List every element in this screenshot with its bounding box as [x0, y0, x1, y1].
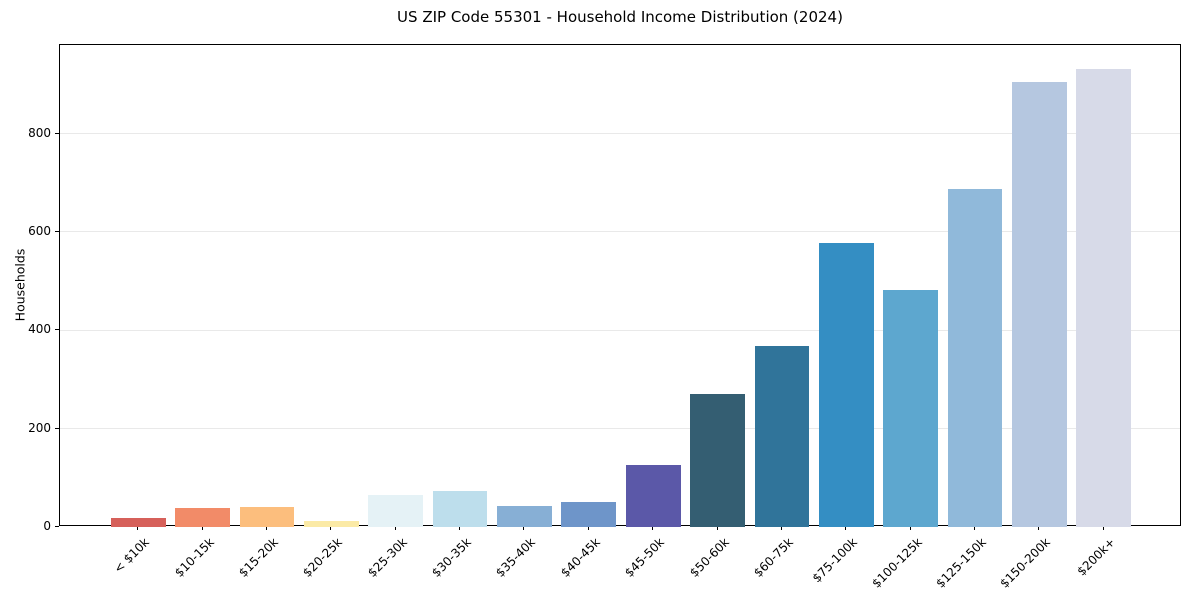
x-tick-label: $35-40k	[493, 535, 539, 580]
bar-$30-35k	[432, 490, 488, 527]
gridline	[60, 428, 1180, 430]
x-tick-mark	[587, 526, 589, 530]
y-tick-mark	[55, 329, 59, 331]
x-tick-label: $75-100k	[809, 535, 861, 586]
y-tick-label: 600	[28, 223, 51, 238]
bar-$60-75k	[754, 346, 810, 527]
x-tick-mark	[394, 526, 396, 530]
bar-$45-50k	[625, 464, 681, 527]
x-tick-mark	[973, 526, 975, 530]
x-tick-mark	[266, 526, 268, 530]
x-tick-label: $60-75k	[750, 535, 796, 580]
x-tick-label: $20-25k	[300, 535, 346, 580]
bar-$20-25k	[304, 520, 359, 527]
x-tick-label: $40-45k	[557, 535, 603, 580]
bar-$125-150k	[947, 189, 1003, 527]
x-tick-mark	[523, 526, 525, 530]
x-tick-mark	[1038, 526, 1040, 530]
x-tick-label: $15-20k	[236, 535, 281, 580]
bar-$15-20k	[239, 506, 295, 527]
y-tick-label: 0	[43, 519, 51, 533]
bar-$100-125k	[883, 289, 938, 527]
bar-$150-200k	[1011, 81, 1067, 527]
bar-$40-45k	[561, 501, 617, 527]
x-tick-mark	[137, 526, 139, 530]
x-tick-mark	[716, 526, 718, 530]
x-tick-mark	[845, 526, 847, 530]
x-tick-label: < $10k	[111, 535, 153, 576]
chart-title: US ZIP Code 55301 - Household Income Dis…	[397, 8, 843, 26]
y-axis-title: Households	[12, 248, 28, 322]
bar-$35-40k	[497, 506, 552, 527]
x-tick-label: $25-30k	[364, 535, 410, 580]
x-tick-label: $100-125k	[868, 535, 925, 590]
bar-$10-15k	[175, 508, 231, 527]
plot-area	[59, 44, 1181, 527]
x-tick-mark	[330, 526, 332, 530]
x-tick-label: $150-200k	[997, 535, 1054, 590]
bar-$75-100k	[818, 242, 874, 527]
x-tick-mark	[780, 526, 782, 530]
y-tick-label: 800	[28, 125, 51, 140]
y-tick-mark	[55, 230, 59, 232]
x-tick-mark	[909, 526, 911, 530]
x-tick-label: $200k+	[1074, 535, 1118, 579]
x-tick-label: $10-15k	[171, 535, 217, 580]
x-tick-label: $30-35k	[429, 535, 475, 580]
x-tick-mark	[1102, 526, 1104, 530]
x-tick-mark	[201, 526, 203, 530]
x-tick-label: $50-60k	[686, 535, 732, 580]
gridline	[60, 231, 1180, 233]
bar-< $10k	[111, 518, 166, 527]
bar-$25-30k	[368, 495, 424, 527]
bar-$200k+	[1076, 69, 1131, 527]
x-tick-mark	[459, 526, 461, 530]
y-tick-label: 200	[28, 420, 51, 435]
gridline	[60, 329, 1180, 331]
y-tick-mark	[55, 526, 59, 527]
gridline	[60, 133, 1180, 135]
x-tick-label: $45-50k	[622, 535, 668, 580]
y-tick-mark	[55, 132, 59, 134]
y-tick-label: 400	[28, 322, 51, 337]
bar-$50-60k	[690, 393, 745, 527]
y-tick-mark	[55, 427, 59, 429]
x-tick-mark	[652, 526, 654, 530]
x-tick-label: $125-150k	[933, 535, 989, 590]
